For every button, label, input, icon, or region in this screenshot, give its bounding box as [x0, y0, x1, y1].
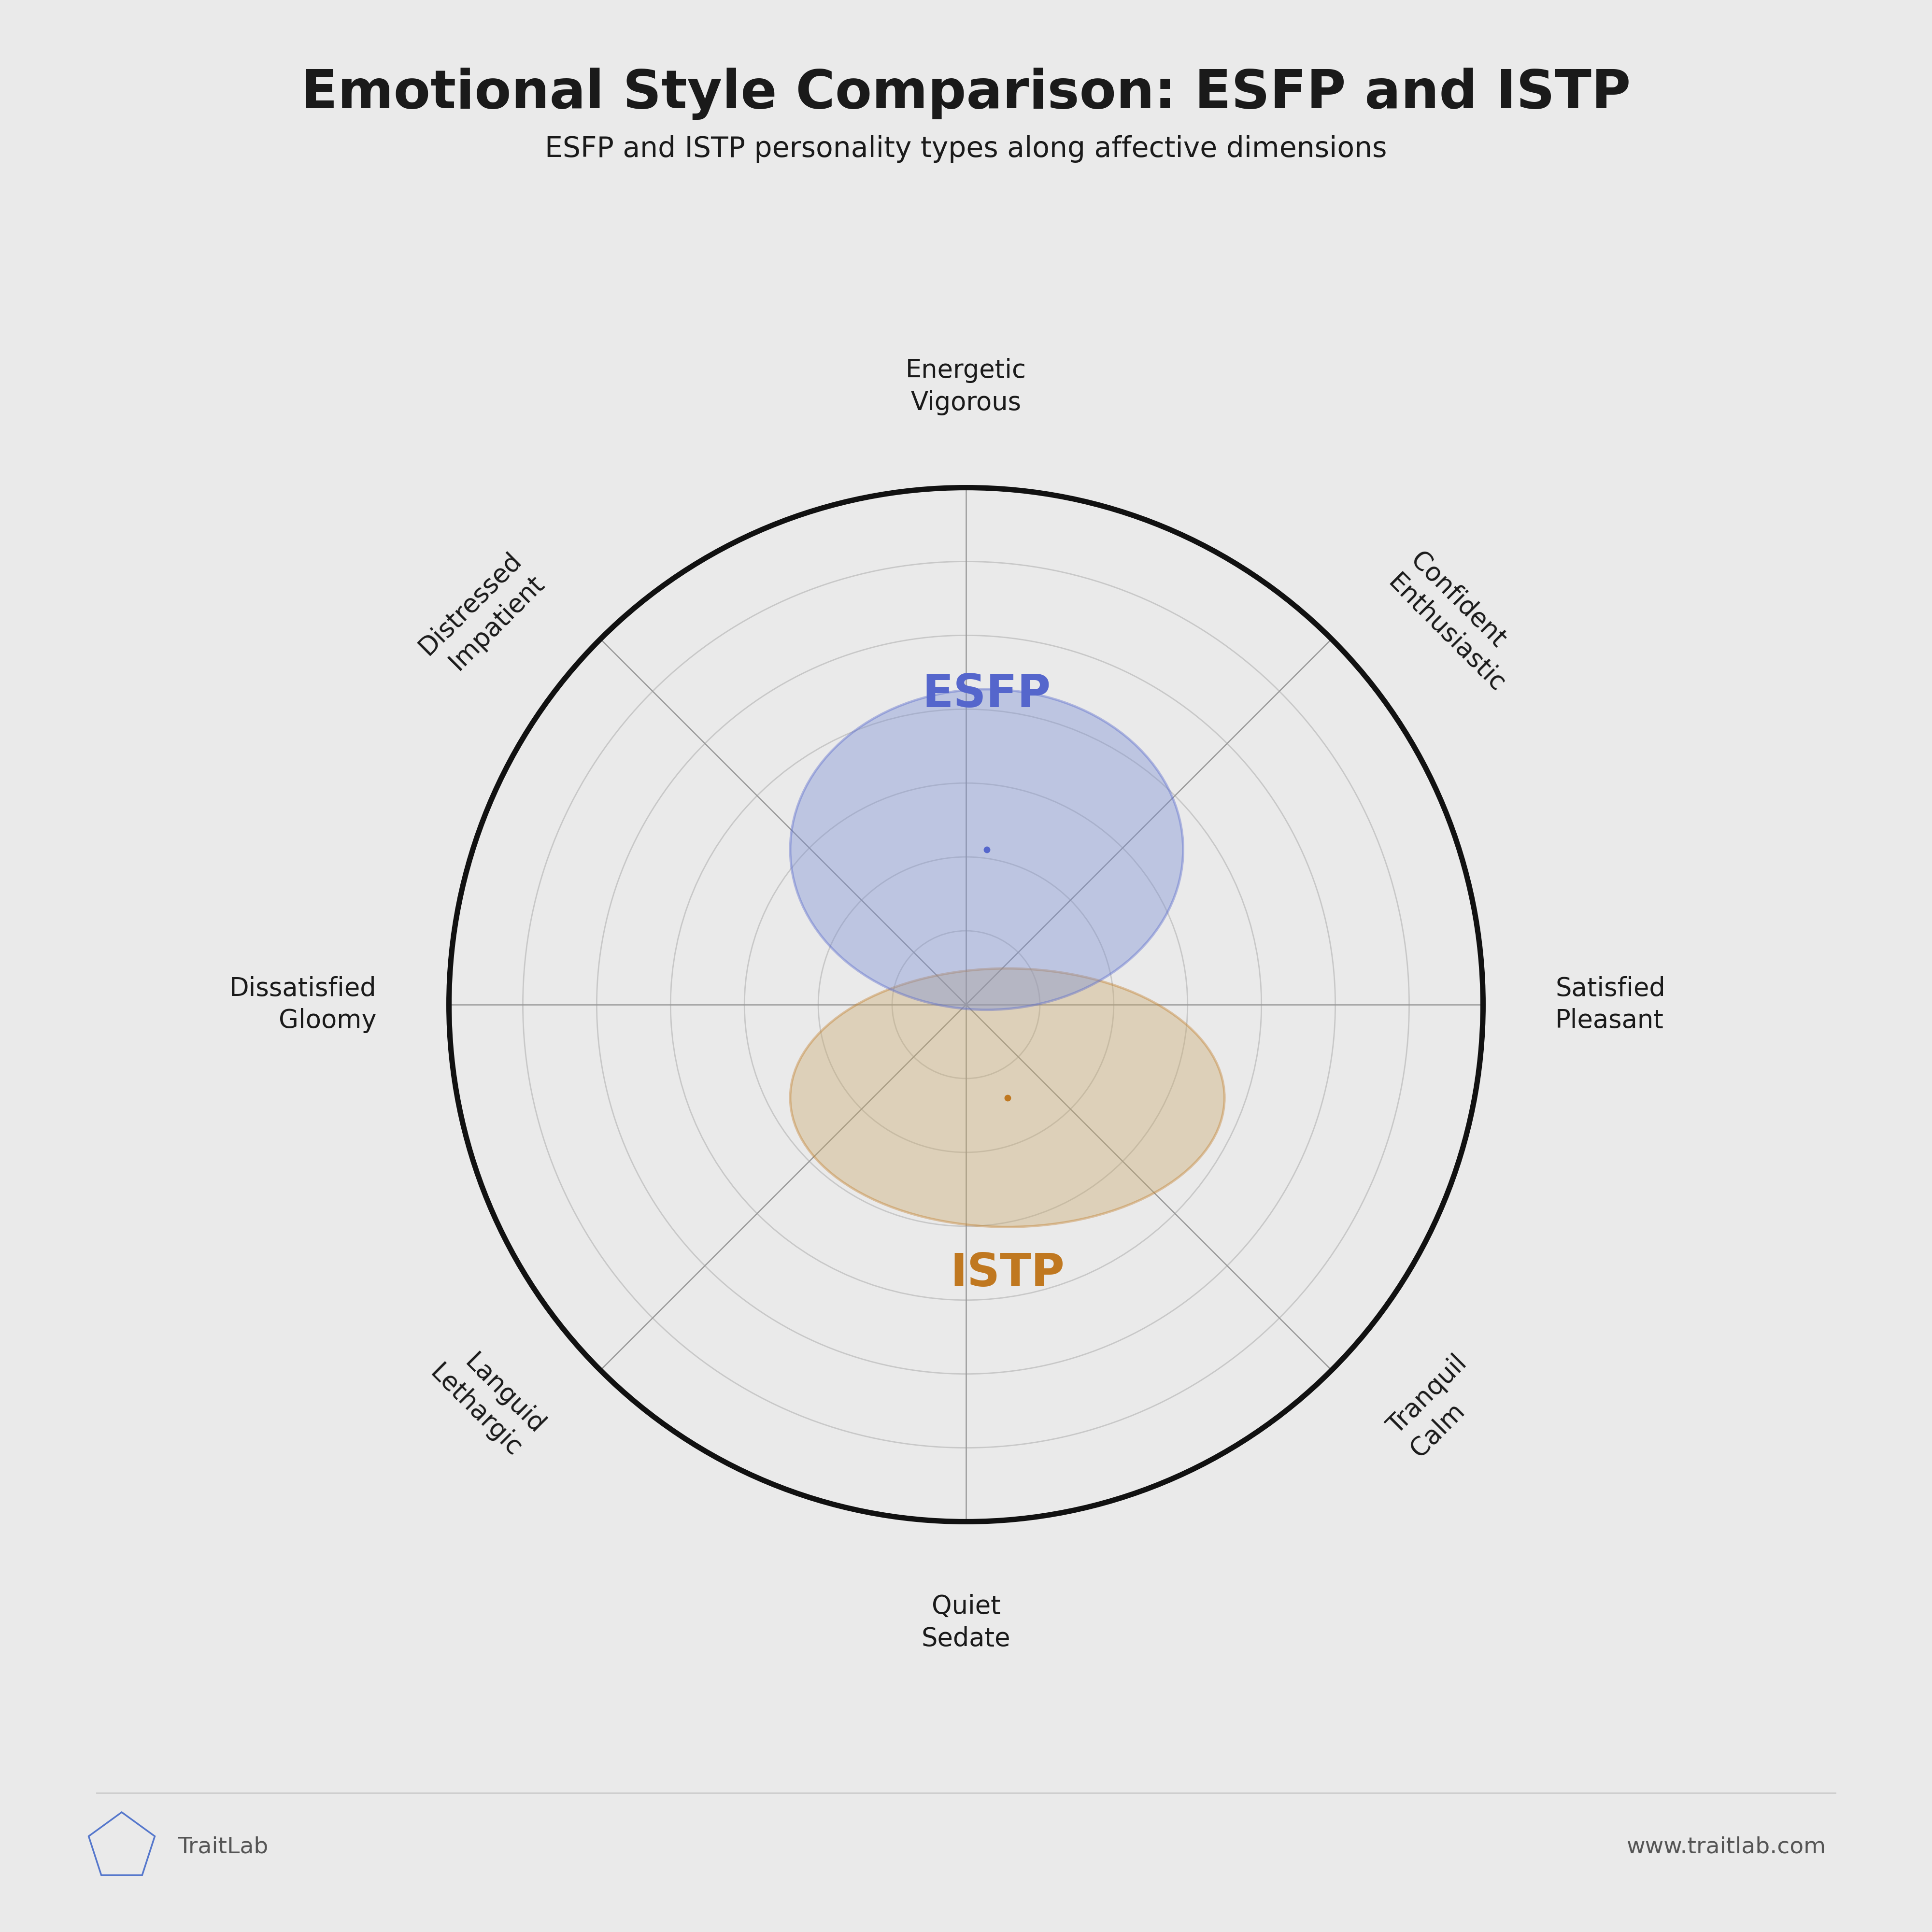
Text: Languid
Lethargic: Languid Lethargic — [425, 1337, 549, 1463]
Text: ESFP: ESFP — [922, 672, 1051, 717]
Text: ISTP: ISTP — [951, 1252, 1065, 1296]
Text: www.traitlab.com: www.traitlab.com — [1627, 1835, 1826, 1859]
Text: ESFP and ISTP personality types along affective dimensions: ESFP and ISTP personality types along af… — [545, 135, 1387, 162]
Text: TraitLab: TraitLab — [178, 1835, 269, 1859]
Text: Distressed
Impatient: Distressed Impatient — [413, 547, 549, 682]
Ellipse shape — [790, 968, 1225, 1227]
Text: Quiet
Sedate: Quiet Sedate — [922, 1594, 1010, 1652]
Point — [972, 835, 1003, 866]
Text: Confident
Enthusiastic: Confident Enthusiastic — [1383, 547, 1532, 697]
Text: Emotional Style Comparison: ESFP and ISTP: Emotional Style Comparison: ESFP and IST… — [301, 68, 1631, 120]
Text: Satisfied
Pleasant: Satisfied Pleasant — [1555, 976, 1665, 1034]
Text: Energetic
Vigorous: Energetic Vigorous — [906, 357, 1026, 415]
Text: Tranquil
Calm: Tranquil Calm — [1383, 1350, 1493, 1463]
Point — [991, 1082, 1022, 1113]
Text: Dissatisfied
Gloomy: Dissatisfied Gloomy — [230, 976, 377, 1034]
Ellipse shape — [790, 690, 1182, 1010]
